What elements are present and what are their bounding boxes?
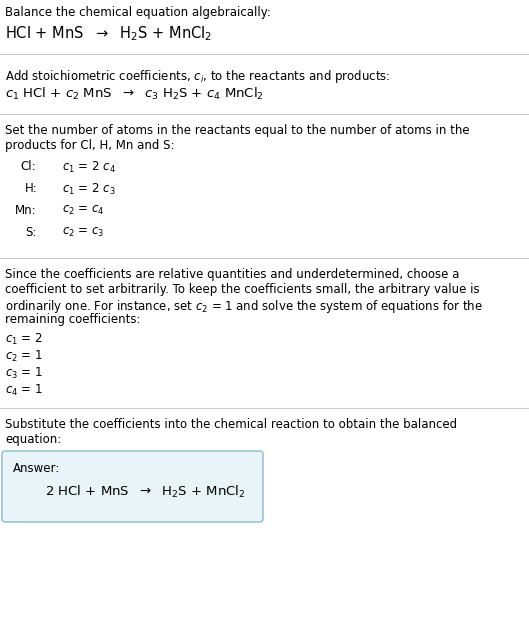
Text: coefficient to set arbitrarily. To keep the coefficients small, the arbitrary va: coefficient to set arbitrarily. To keep … [5, 283, 480, 296]
Text: remaining coefficients:: remaining coefficients: [5, 313, 141, 326]
Text: ordinarily one. For instance, set $c_2$ = 1 and solve the system of equations fo: ordinarily one. For instance, set $c_2$ … [5, 298, 482, 315]
Text: $c_2$ = $c_4$: $c_2$ = $c_4$ [62, 204, 105, 217]
Text: HCl + MnS  $\rightarrow$  H$_2$S + MnCl$_2$: HCl + MnS $\rightarrow$ H$_2$S + MnCl$_2… [5, 24, 212, 43]
Text: $c_1$ = 2 $c_4$: $c_1$ = 2 $c_4$ [62, 160, 116, 175]
Text: Mn:: Mn: [15, 204, 37, 217]
Text: Substitute the coefficients into the chemical reaction to obtain the balanced
eq: Substitute the coefficients into the che… [5, 418, 457, 446]
Text: $c_1$ = 2: $c_1$ = 2 [5, 332, 43, 347]
Text: S:: S: [25, 226, 37, 239]
Text: $c_1$ HCl + $c_2$ MnS  $\rightarrow$  $c_3$ H$_2$S + $c_4$ MnCl$_2$: $c_1$ HCl + $c_2$ MnS $\rightarrow$ $c_3… [5, 86, 264, 102]
Text: $c_2$ = $c_3$: $c_2$ = $c_3$ [62, 226, 104, 239]
Text: Set the number of atoms in the reactants equal to the number of atoms in the
pro: Set the number of atoms in the reactants… [5, 124, 470, 152]
Text: Add stoichiometric coefficients, $c_i$, to the reactants and products:: Add stoichiometric coefficients, $c_i$, … [5, 68, 390, 85]
Text: Cl:: Cl: [20, 160, 35, 173]
Text: $c_3$ = 1: $c_3$ = 1 [5, 366, 43, 381]
Text: H:: H: [25, 182, 38, 195]
Text: 2 HCl + MnS  $\rightarrow$  H$_2$S + MnCl$_2$: 2 HCl + MnS $\rightarrow$ H$_2$S + MnCl$… [45, 484, 245, 500]
Text: $c_1$ = 2 $c_3$: $c_1$ = 2 $c_3$ [62, 182, 115, 197]
Text: Balance the chemical equation algebraically:: Balance the chemical equation algebraica… [5, 6, 271, 19]
Text: Since the coefficients are relative quantities and underdetermined, choose a: Since the coefficients are relative quan… [5, 268, 459, 281]
Text: $c_2$ = 1: $c_2$ = 1 [5, 349, 43, 364]
Text: Answer:: Answer: [13, 462, 60, 475]
Text: $c_4$ = 1: $c_4$ = 1 [5, 383, 43, 398]
FancyBboxPatch shape [2, 451, 263, 522]
